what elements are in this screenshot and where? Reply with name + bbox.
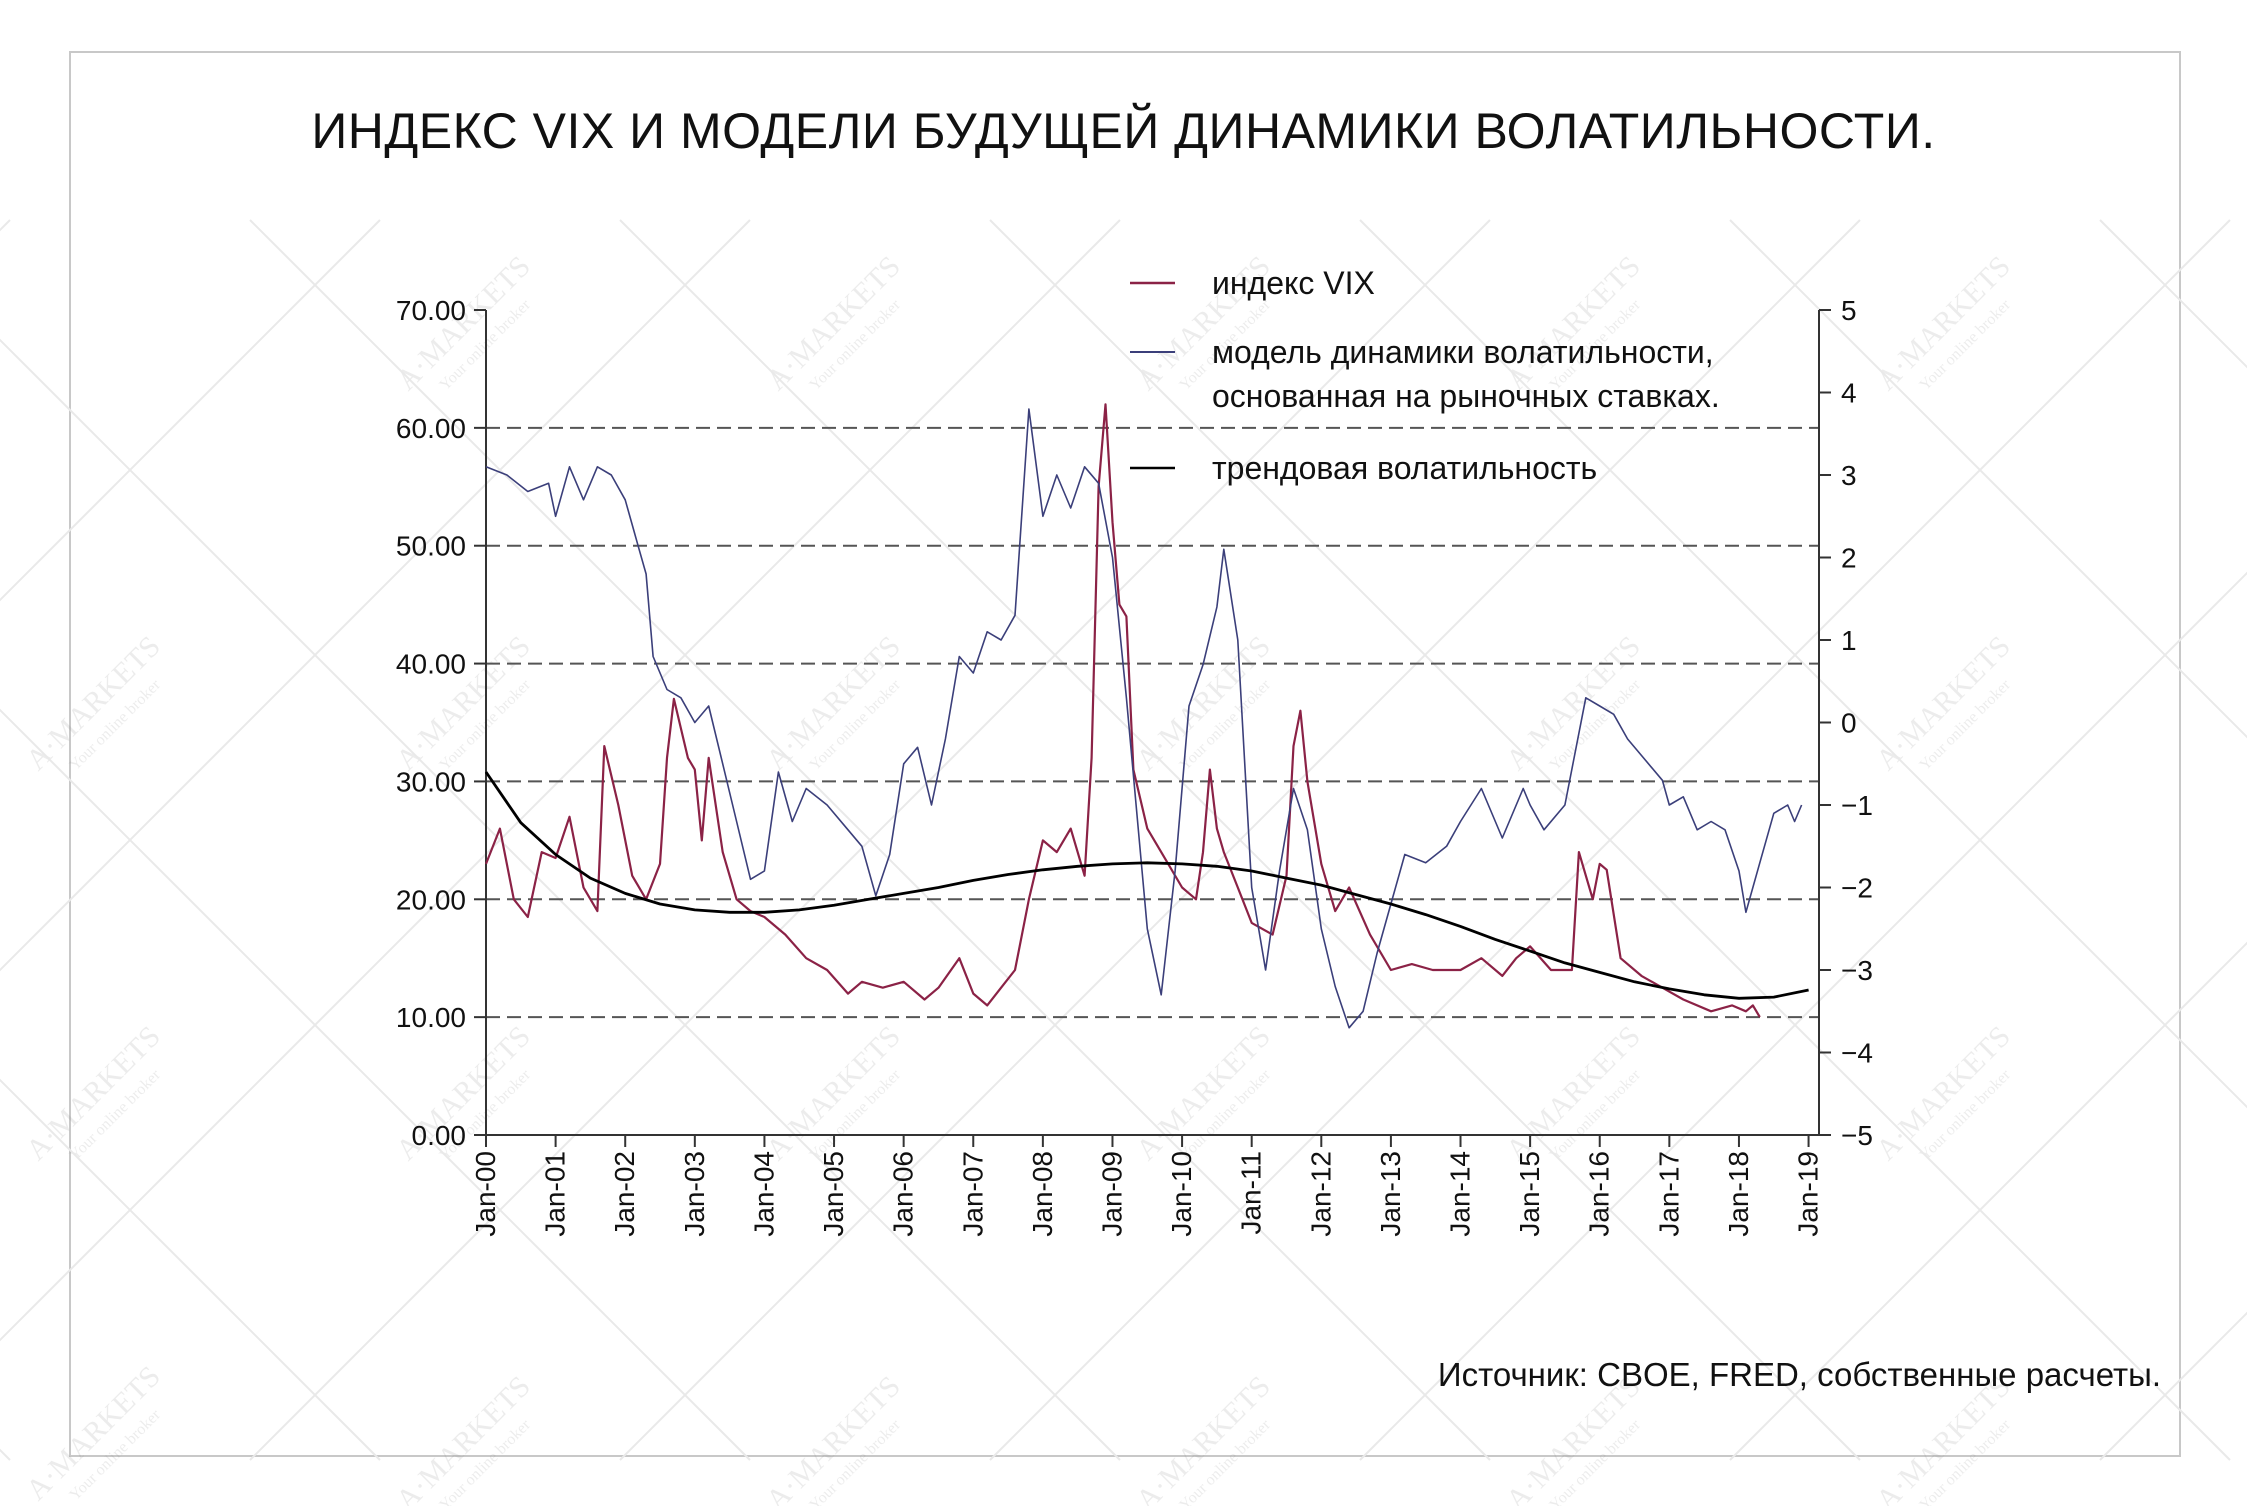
x-tick-label: Jan-07 [957,1151,988,1237]
vix-series-line [484,403,1761,1018]
source-note: Источник: CBOE, FRED, собственные расчет… [1437,1356,2161,1393]
legend: индекс VIX модель динамики волатильности,… [1130,265,1720,486]
watermark-pattern-line [1359,571,2247,1461]
y-right-tick-label: −2 [1841,873,1873,904]
x-tick-label: Jan-09 [1096,1151,1127,1237]
watermark-pattern-line [0,1448,11,1461]
y-left-tick-label: 0.00 [412,1120,467,1151]
watermark-pattern-line [619,219,1861,1461]
y-left-tick-label: 20.00 [396,884,466,915]
watermark-pattern-line [0,219,1121,1342]
x-tick-label: Jan-00 [470,1151,501,1237]
x-tick-label: Jan-03 [679,1151,710,1237]
legend-label-model-line1: модель динамики волатильности, [1212,334,1714,370]
x-tick-label: Jan-16 [1584,1151,1615,1237]
watermark-pattern-line [989,219,2231,1461]
x-tick-label: Jan-17 [1653,1151,1684,1237]
x-tick-label: Jan-05 [818,1151,849,1237]
x-tick-label: Jan-13 [1375,1151,1406,1237]
watermark-pattern-line [0,708,751,1461]
y-left-tick-label: 50.00 [396,531,466,562]
watermark-pattern-line [2099,1311,2247,1461]
y-right-tick-label: 1 [1841,625,1857,656]
watermark-pattern-line [249,219,1491,1461]
y-left-tick-label: 60.00 [396,413,466,444]
x-tick-label: Jan-10 [1166,1151,1197,1237]
x-tick-label: Jan-12 [1305,1151,1336,1237]
watermark-pattern-line [1729,219,2247,739]
x-tick-label: Jan-06 [888,1151,919,1237]
model-series-line [485,408,1803,1029]
axes: 0.00 10.00 20.00 30.00 40.00 50.00 60.00 70.00 −… [396,295,1873,1237]
watermark-pattern-line [2099,219,2247,369]
chart-title: ИНДЕКС VIX И МОДЕЛИ БУДУЩЕЙ ДИНАМИКИ ВОЛ… [311,103,1936,159]
chart-frame [69,51,2181,1457]
y-right-tick-label: 0 [1841,708,1857,739]
x-tick-label: Jan-02 [609,1151,640,1237]
y-right-tick-label: −1 [1841,790,1873,821]
y-right-tick-label: 5 [1841,295,1857,326]
y-right-tick-label: −3 [1841,955,1873,986]
series-lines [484,403,1809,1029]
x-tick-label: Jan-18 [1723,1151,1754,1237]
y-right-tick-label: 4 [1841,378,1857,409]
watermark-pattern-line [0,219,11,232]
y-right-tick-label: 2 [1841,543,1857,574]
x-tick-label: Jan-14 [1445,1151,1476,1237]
y-left-tick-label: 40.00 [396,649,466,680]
x-tick-label: Jan-08 [1027,1151,1058,1237]
grid-lines [486,426,1819,1019]
y-right-tick-label: −5 [1841,1120,1873,1151]
watermark-pattern-line [1729,941,2247,1461]
watermark-pattern-line [0,338,1121,1461]
x-tick-label: Jan-04 [748,1151,779,1237]
y-left-tick-label: 10.00 [396,1002,466,1033]
watermark-pattern-line [0,1078,381,1461]
y-right-tick-label: 3 [1841,460,1857,491]
x-tick-label: Jan-15 [1514,1151,1545,1237]
y-left-tick-label: 30.00 [396,766,466,797]
legend-label-model-line2: основанная на рыночных ставках. [1212,378,1720,414]
y-right-tick-label: −4 [1841,1038,1873,1069]
legend-label-vix: индекс VIX [1212,265,1375,301]
x-tick-label: Jan-01 [540,1151,571,1237]
x-tick-label: Jan-19 [1793,1151,1824,1237]
legend-label-trend: трендовая волатильность [1212,450,1597,486]
trend-series-line [484,771,1809,1000]
watermark-pattern-line [0,219,751,972]
watermark-pattern-line [0,219,381,602]
x-tick-label: Jan-11 [1236,1151,1267,1235]
legend-label-model: модель динамики волатильности, основанная… [1212,334,1720,414]
y-left-tick-label: 70.00 [396,295,466,326]
